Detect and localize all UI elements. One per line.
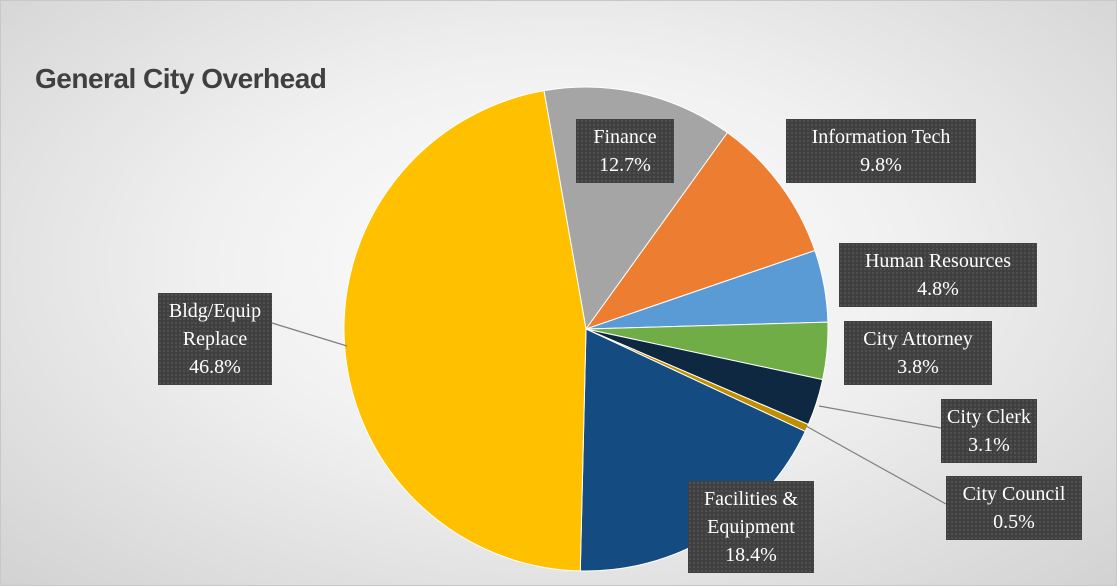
label-value: 4.8% xyxy=(917,278,959,300)
data-label: Facilities & Equipment 18.4% xyxy=(688,481,814,573)
pie-slice xyxy=(343,90,587,572)
data-label: Finance 12.7% xyxy=(576,119,674,183)
label-category: City Council xyxy=(962,483,1066,505)
label-category: Finance xyxy=(593,126,657,148)
label-value: 0.5% xyxy=(993,511,1035,533)
label-category: Bldg/Equip Replace xyxy=(168,300,262,350)
data-label: Bldg/Equip Replace 46.8% xyxy=(158,293,272,385)
label-category: Information Tech xyxy=(811,126,951,148)
data-label: Human Resources 4.8% xyxy=(839,243,1037,307)
label-value: 46.8% xyxy=(189,356,241,378)
label-value: 18.4% xyxy=(725,544,777,566)
label-category: City Clerk xyxy=(947,406,1031,428)
label-category: Human Resources xyxy=(864,250,1012,272)
data-label: City Attorney 3.8% xyxy=(844,321,992,385)
data-label: City Council 0.5% xyxy=(946,476,1082,540)
leader-line xyxy=(805,425,947,505)
pie-slice xyxy=(584,131,816,330)
chart-title: General City Overhead xyxy=(35,63,327,94)
label-value: 9.8% xyxy=(860,154,902,176)
label-value: 12.7% xyxy=(599,154,651,176)
leader-line xyxy=(271,322,348,347)
label-category: Facilities & Equipment xyxy=(704,488,798,538)
label-value: 3.1% xyxy=(968,434,1010,456)
data-label: Information Tech 9.8% xyxy=(786,119,976,183)
leader-line xyxy=(818,405,942,429)
label-value: 3.8% xyxy=(897,356,939,378)
label-category: City Attorney xyxy=(863,328,973,350)
data-label: City Clerk 3.1% xyxy=(941,399,1037,463)
